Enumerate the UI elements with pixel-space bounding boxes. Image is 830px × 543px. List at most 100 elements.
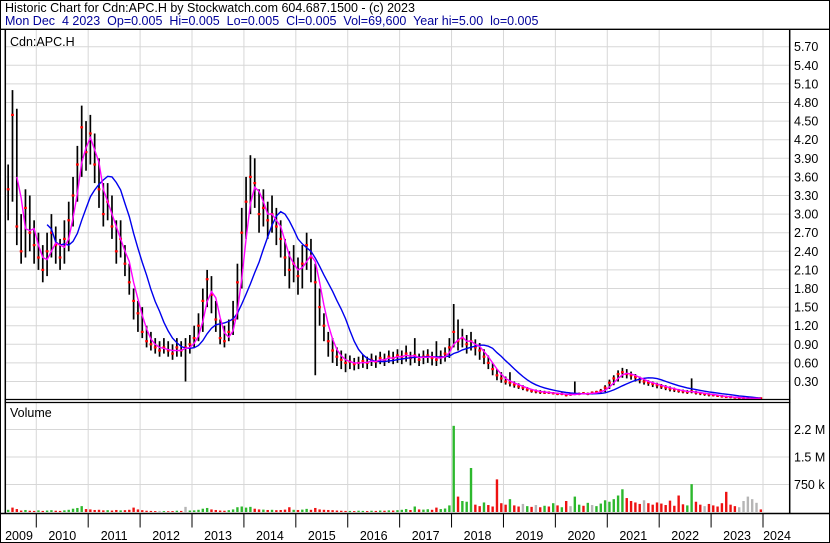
close-tick — [58, 256, 62, 259]
volume-bar — [288, 507, 291, 512]
volume-bar — [231, 509, 235, 512]
volume-bar — [638, 503, 641, 512]
close-tick — [279, 237, 283, 240]
volume-bar — [668, 500, 672, 512]
year-label: 2014 — [256, 529, 284, 543]
volume-bar — [647, 503, 650, 512]
volume-bar — [487, 505, 490, 512]
close-tick — [517, 385, 520, 388]
close-tick — [599, 389, 603, 392]
volume-bar — [365, 511, 369, 512]
close-tick — [192, 337, 196, 340]
volume-bar — [621, 489, 624, 512]
volume-bar — [270, 509, 274, 512]
close-tick — [274, 225, 278, 228]
close-tick — [595, 390, 598, 394]
close-tick — [50, 231, 53, 234]
close-tick — [261, 206, 265, 209]
volume-bar — [218, 510, 222, 512]
volume-bar — [448, 505, 451, 512]
close-tick — [404, 352, 408, 355]
volume-bar — [426, 509, 429, 512]
close-tick — [396, 354, 399, 357]
volume-bar — [560, 507, 564, 512]
volume-bar — [534, 505, 538, 512]
volume-pane-label: Volume — [10, 406, 52, 420]
volume-bar — [738, 507, 741, 512]
price-tick-label: 3.30 — [794, 189, 818, 203]
close-tick — [491, 368, 495, 371]
price-tick-label: 1.20 — [794, 319, 818, 333]
close-tick — [339, 358, 343, 361]
close-tick — [11, 113, 14, 116]
price-tick-label: 4.20 — [794, 133, 818, 147]
volume-bar — [141, 510, 144, 512]
close-tick — [633, 376, 637, 379]
gridlines — [6, 30, 789, 512]
volume-bar — [422, 509, 425, 512]
close-tick — [447, 346, 451, 349]
volume-bar — [642, 500, 646, 512]
chart-title: Historic Chart for Cdn:APC.H by Stockwat… — [5, 1, 415, 15]
ma-short-line — [16, 135, 761, 399]
volume-bar — [102, 510, 105, 512]
volume-bar — [374, 510, 378, 512]
volume-bar — [223, 510, 226, 512]
volume-bar — [93, 509, 96, 512]
volume-bar — [136, 509, 140, 512]
price-tick-label: 1.80 — [794, 282, 818, 296]
volume-bar — [729, 504, 732, 512]
volume-bar — [387, 510, 391, 512]
volume-bar — [694, 501, 698, 512]
close-tick — [664, 386, 668, 389]
volume-bar — [409, 509, 412, 512]
volume-bar — [482, 502, 486, 512]
close-tick — [759, 397, 763, 400]
close-tick — [378, 356, 382, 360]
close-tick — [473, 346, 477, 349]
price-tick-label: 5.10 — [794, 77, 818, 91]
price-tick-label: 3.90 — [794, 152, 818, 166]
volume-bar — [465, 501, 468, 512]
close-tick — [499, 377, 503, 380]
close-tick — [145, 340, 148, 343]
close-tick — [305, 244, 309, 247]
volume-tick-label: 2.2 M — [794, 423, 825, 437]
close-tick — [616, 372, 620, 376]
volume-bar — [673, 505, 676, 512]
close-tick — [677, 389, 681, 392]
volume-bar — [439, 509, 442, 512]
close-tick — [257, 213, 261, 216]
volume-bar — [58, 510, 62, 512]
volume-bar — [154, 511, 157, 512]
volume-bar — [469, 468, 473, 512]
year-label: 2020 — [567, 529, 595, 543]
volume-bar — [517, 506, 520, 512]
price-tick-label: 0.30 — [794, 375, 818, 389]
year-label: 2017 — [412, 529, 440, 543]
close-tick — [525, 388, 529, 391]
volume-bar — [253, 508, 256, 512]
close-tick — [313, 281, 317, 284]
volume-bar — [677, 495, 680, 512]
volume-bar — [456, 496, 460, 512]
close-tick — [253, 182, 257, 185]
volume-bar — [50, 510, 53, 512]
volume-bar — [625, 498, 628, 512]
close-tick — [326, 340, 330, 343]
volume-bar — [115, 509, 118, 512]
year-label: 2022 — [671, 529, 699, 543]
close-tick — [153, 346, 157, 349]
volume-bar — [400, 509, 404, 512]
close-tick — [387, 355, 391, 358]
volume-bar — [184, 506, 187, 512]
year-label: 2023 — [723, 529, 751, 543]
close-tick — [452, 330, 456, 333]
close-tick — [19, 250, 23, 253]
volume-bar — [543, 505, 546, 512]
volume-bar — [396, 510, 399, 512]
volume-tick-label: 750 k — [794, 478, 825, 492]
price-tick-label: 3.00 — [794, 208, 818, 222]
volume-bar — [32, 510, 36, 512]
